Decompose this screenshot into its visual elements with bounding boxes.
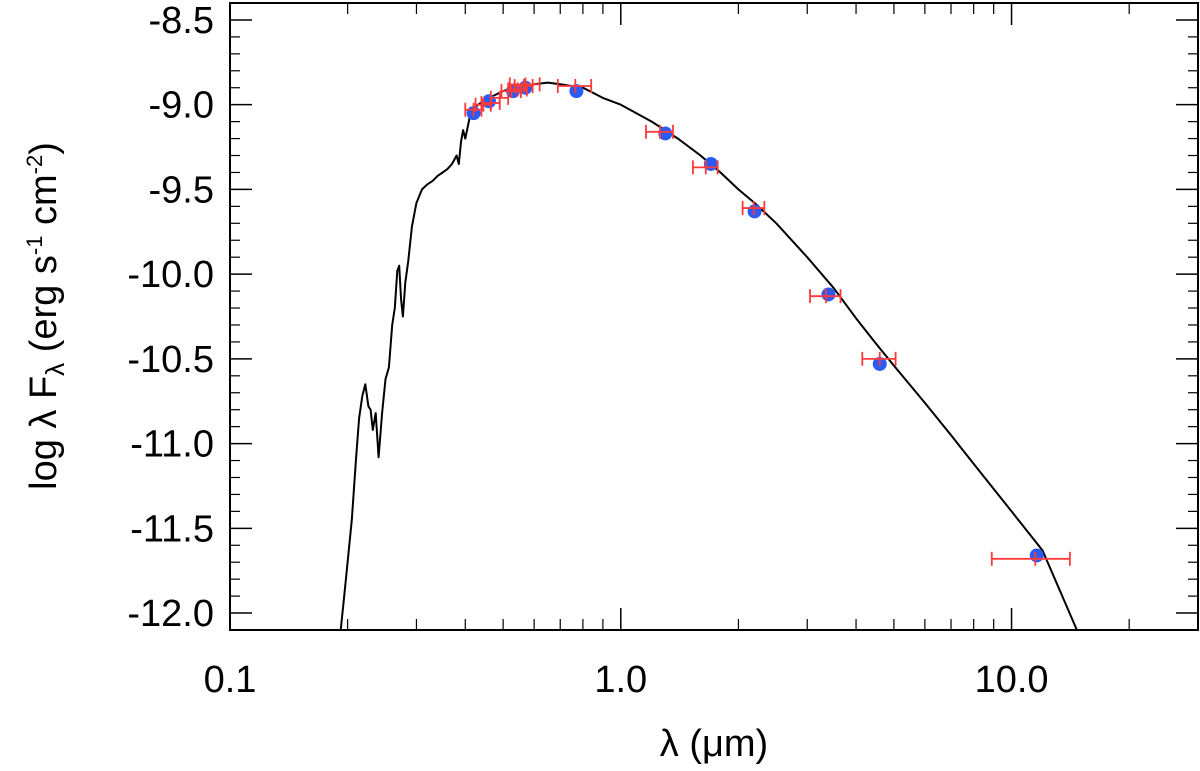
- x-tick-label: 0.1: [204, 659, 257, 701]
- model-photometry-point: [569, 84, 584, 99]
- y-tick-label: -12.0: [127, 593, 214, 635]
- y-axis-title-sup-1: -1: [22, 236, 47, 256]
- model-photometry-point: [821, 287, 836, 302]
- model-photometry-layer: [464, 77, 1071, 566]
- y-axis-title-cm: cm: [23, 174, 65, 235]
- y-tick-label: -11.5: [130, 508, 214, 550]
- x-tick-label: 10.0: [975, 659, 1049, 701]
- y-axis-title: log λ Fλ (erg s-1 cm-2): [22, 142, 70, 490]
- y-tick-label: -11.0: [130, 424, 214, 466]
- y-tick-label: -9.5: [149, 169, 214, 211]
- x-axis-title: λ (μm): [660, 723, 768, 765]
- x-tick-labels: 0.1 1.0 10.0: [204, 659, 1049, 701]
- model-spectrum-line: [339, 81, 1078, 630]
- y-axis-title-close: ): [23, 142, 65, 155]
- model-photometry-point: [658, 126, 673, 141]
- y-tick-label: -10.5: [127, 339, 214, 381]
- x-tick-label: 1.0: [594, 659, 647, 701]
- y-axis-title-units: (erg s: [23, 255, 65, 363]
- model-spectrum-layer: [339, 81, 1078, 630]
- y-tick-label: -8.5: [149, 0, 214, 42]
- y-axis-title-main: log λ F: [23, 376, 65, 490]
- photometry-errorbars-layer: [466, 80, 1044, 563]
- model-photometry-point: [1029, 548, 1044, 563]
- y-tick-label: -9.0: [149, 85, 214, 127]
- y-tick-labels: -8.5 -9.0 -9.5 -10.0 -10.5 -11.0 -11.5 -12.0: [127, 0, 214, 635]
- x-axis-title-unit: (μm): [689, 723, 768, 765]
- plot-frame: [229, 2, 1199, 631]
- y-axis-title-sup-2: -2: [22, 155, 47, 175]
- y-tick-label: -10.0: [127, 254, 214, 296]
- x-axis-title-symbol: λ: [660, 723, 679, 765]
- y-axis-title-sub: λ: [40, 363, 70, 376]
- axis-ticks: [229, 2, 1198, 631]
